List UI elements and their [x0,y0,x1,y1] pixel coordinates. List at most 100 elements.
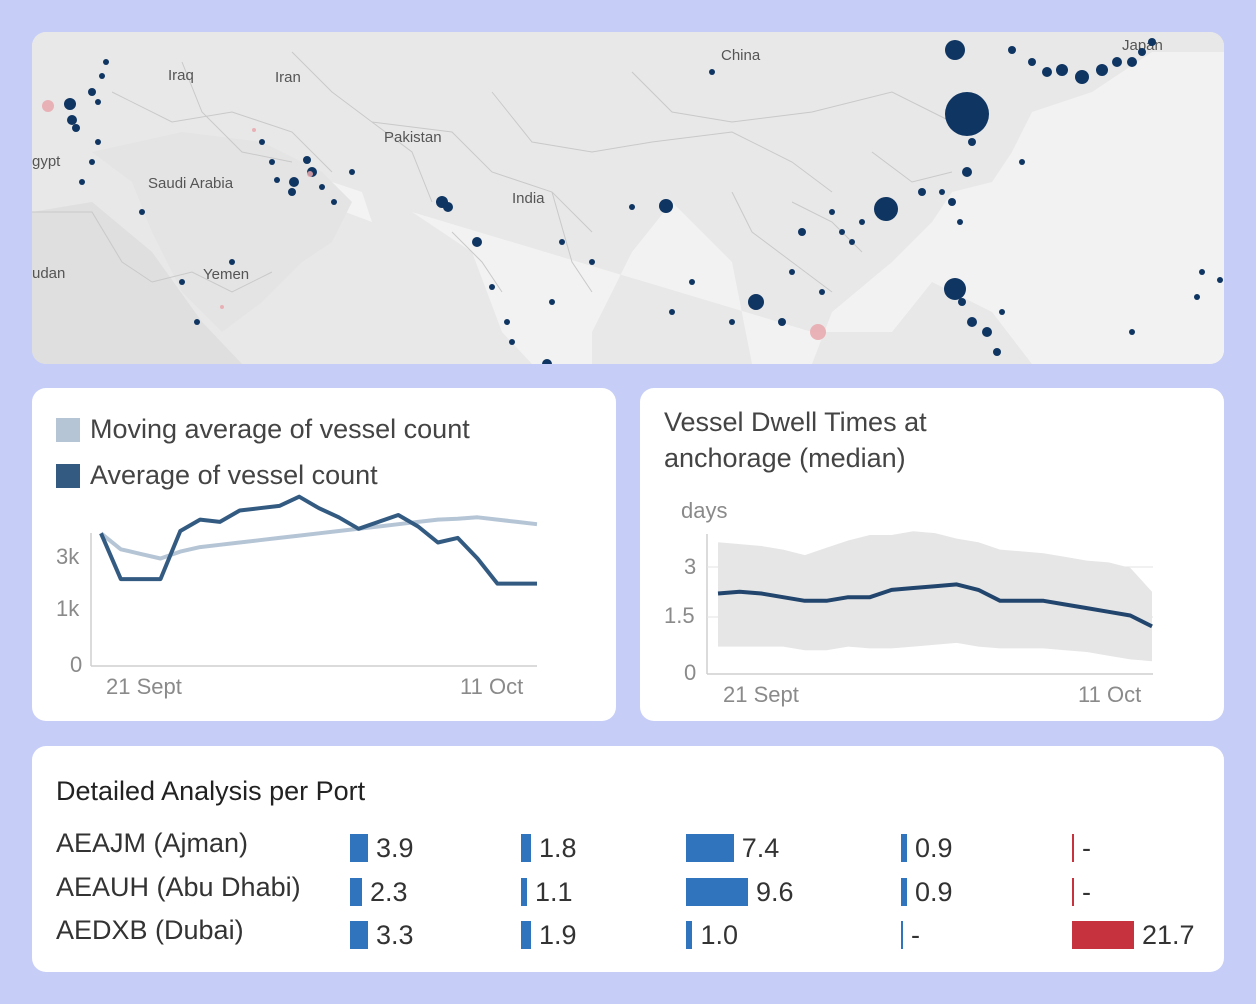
vessel-point[interactable] [229,259,235,265]
vessel-point[interactable] [1096,64,1108,76]
vessel-point[interactable] [1138,48,1146,56]
vessel-point[interactable] [288,188,296,196]
dwell-time-chart[interactable]: days 3 1.5 0 21 Sept 11 Oct [640,388,1224,721]
vessel-point[interactable] [859,219,865,225]
vessel-point[interactable] [504,319,510,325]
vessel-point[interactable] [179,279,185,285]
table-row[interactable]: AEDXB (Dubai) 3.3 1.9 1.0 - 21.7 [56,915,1216,955]
alert-point[interactable] [220,305,224,309]
vessel-point[interactable] [589,259,595,265]
legend-moving-average[interactable]: Moving average of vessel count [56,414,470,445]
vessel-point[interactable] [999,309,1005,315]
vessel-point[interactable] [274,177,280,183]
vessel-point[interactable] [945,92,989,136]
vessel-point[interactable] [1127,57,1137,67]
vessel-point[interactable] [629,204,635,210]
vessel-point[interactable] [472,237,482,247]
vessel-point[interactable] [1056,64,1068,76]
vessel-point[interactable] [1028,58,1036,66]
vessel-point[interactable] [349,169,355,175]
vessel-point[interactable] [88,88,96,96]
vessel-point[interactable] [1008,46,1016,54]
vessel-point[interactable] [194,319,200,325]
table-row[interactable]: AEAUH (Abu Dhabi) 2.3 1.1 9.6 0.9 - [56,872,1216,912]
vessel-point[interactable] [319,184,325,190]
vessel-point[interactable] [303,156,311,164]
vessel-point[interactable] [944,278,966,300]
port-analysis-card: Detailed Analysis per Port AEAJM (Ajman)… [32,746,1224,972]
vessel-point[interactable] [709,69,715,75]
table-row[interactable]: AEAJM (Ajman) 3.9 1.8 7.4 0.9 - [56,828,1216,868]
vessel-point[interactable] [509,339,515,345]
map-canvas[interactable]: Iraq Iran China Japan gypt Pakistan Saud… [32,32,1224,364]
vessel-point[interactable] [331,199,337,205]
vessel-point[interactable] [839,229,845,235]
vessel-point[interactable] [948,198,956,206]
vessel-point[interactable] [874,197,898,221]
vessel-count-chart[interactable]: 3k 1k 0 21 Sept 11 Oct [32,388,616,721]
vessel-point[interactable] [103,59,109,65]
vessel-point[interactable] [962,167,972,177]
vessel-point[interactable] [95,99,101,105]
vessel-point[interactable] [1042,67,1052,77]
vessel-point[interactable] [99,73,105,79]
vessel-point[interactable] [1194,294,1200,300]
vessel-point[interactable] [982,327,992,337]
alert-point[interactable] [307,171,313,177]
cell-value: 0.9 [915,832,953,863]
vessel-point[interactable] [259,139,265,145]
vessel-point[interactable] [819,289,825,295]
table-cell: 21.7 [1072,915,1195,955]
vessel-point[interactable] [918,188,926,196]
vessel-point[interactable] [748,294,764,310]
vessel-point[interactable] [958,298,966,306]
vessel-point[interactable] [829,209,835,215]
vessel-point[interactable] [1148,38,1156,46]
vessel-point[interactable] [945,40,965,60]
vessel-point[interactable] [289,177,299,187]
vessel-point[interactable] [778,318,786,326]
alert-point[interactable] [252,128,256,132]
vessel-point[interactable] [1199,269,1205,275]
vessel-point[interactable] [659,199,673,213]
vessel-point[interactable] [1112,57,1122,67]
vessel-point[interactable] [269,159,275,165]
legend-swatch-average [56,463,80,488]
vessel-point[interactable] [542,359,552,364]
vessel-point[interactable] [67,115,77,125]
cell-value: - [1082,876,1091,907]
vessel-point[interactable] [64,98,76,110]
vessel-points[interactable] [42,38,1223,364]
vessel-point[interactable] [72,124,80,132]
vessel-point[interactable] [689,279,695,285]
vessel-point[interactable] [139,209,145,215]
alert-point[interactable] [810,324,826,340]
vessel-point[interactable] [798,228,806,236]
vessel-point[interactable] [443,202,453,212]
vessel-point[interactable] [559,239,565,245]
vessel-point[interactable] [939,189,945,195]
vessel-point[interactable] [968,138,976,146]
vessel-point[interactable] [993,348,1001,356]
vessel-point[interactable] [549,299,555,305]
vessel-point[interactable] [89,159,95,165]
cell-value: 1.1 [535,876,573,907]
vessel-point[interactable] [1075,70,1089,84]
vessel-point[interactable] [1217,277,1223,283]
vessel-point[interactable] [729,319,735,325]
vessel-point[interactable] [967,317,977,327]
vessel-point[interactable] [669,309,675,315]
vessel-point[interactable] [79,179,85,185]
vessel-point[interactable] [849,239,855,245]
legend-average[interactable]: Average of vessel count [56,460,378,491]
vessel-point[interactable] [789,269,795,275]
vessel-map[interactable]: Iraq Iran China Japan gypt Pakistan Saud… [32,32,1224,364]
alert-point[interactable] [42,100,54,112]
vessel-point[interactable] [489,284,495,290]
vessel-point[interactable] [957,219,963,225]
dwell-y-tick-1-5: 1.5 [664,603,695,628]
vessel-point[interactable] [95,139,101,145]
value-bar [521,878,527,906]
vessel-point[interactable] [1019,159,1025,165]
vessel-point[interactable] [1129,329,1135,335]
